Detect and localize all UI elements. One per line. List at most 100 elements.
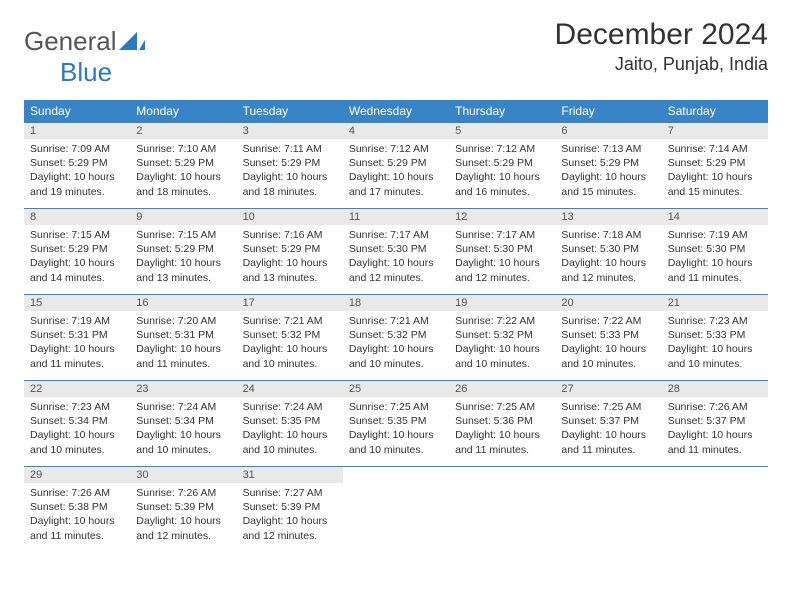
sunset-line: Sunset: 5:30 PM <box>561 242 655 256</box>
calendar-day-cell: 27Sunrise: 7:25 AMSunset: 5:37 PMDayligh… <box>555 381 661 467</box>
calendar-day-cell: 26Sunrise: 7:25 AMSunset: 5:36 PMDayligh… <box>449 381 555 467</box>
day-details: Sunrise: 7:23 AMSunset: 5:33 PMDaylight:… <box>662 311 768 374</box>
sunrise-line: Sunrise: 7:09 AM <box>30 142 124 156</box>
day-number: 5 <box>449 123 555 139</box>
day-number: 4 <box>343 123 449 139</box>
calendar-day-cell <box>662 467 768 553</box>
day-number: 7 <box>662 123 768 139</box>
title-block: December 2024 Jaito, Punjab, India <box>555 18 768 75</box>
calendar-week-row: 22Sunrise: 7:23 AMSunset: 5:34 PMDayligh… <box>24 381 768 467</box>
daylight-line: Daylight: 10 hours and 16 minutes. <box>455 170 549 198</box>
daylight-line: Daylight: 10 hours and 10 minutes. <box>455 342 549 370</box>
day-details: Sunrise: 7:15 AMSunset: 5:29 PMDaylight:… <box>130 225 236 288</box>
sunrise-line: Sunrise: 7:14 AM <box>668 142 762 156</box>
day-number: 15 <box>24 295 130 311</box>
sunrise-line: Sunrise: 7:13 AM <box>561 142 655 156</box>
day-number: 22 <box>24 381 130 397</box>
daylight-line: Daylight: 10 hours and 12 minutes. <box>136 514 230 542</box>
sunrise-line: Sunrise: 7:18 AM <box>561 228 655 242</box>
calendar-day-cell: 11Sunrise: 7:17 AMSunset: 5:30 PMDayligh… <box>343 209 449 295</box>
calendar-day-cell: 30Sunrise: 7:26 AMSunset: 5:39 PMDayligh… <box>130 467 236 553</box>
day-details: Sunrise: 7:25 AMSunset: 5:37 PMDaylight:… <box>555 397 661 460</box>
sunrise-line: Sunrise: 7:19 AM <box>668 228 762 242</box>
day-details: Sunrise: 7:14 AMSunset: 5:29 PMDaylight:… <box>662 139 768 202</box>
calendar-day-cell: 20Sunrise: 7:22 AMSunset: 5:33 PMDayligh… <box>555 295 661 381</box>
daylight-line: Daylight: 10 hours and 13 minutes. <box>243 256 337 284</box>
sunset-line: Sunset: 5:36 PM <box>455 414 549 428</box>
sunrise-line: Sunrise: 7:11 AM <box>243 142 337 156</box>
daylight-line: Daylight: 10 hours and 17 minutes. <box>349 170 443 198</box>
calendar-day-cell: 9Sunrise: 7:15 AMSunset: 5:29 PMDaylight… <box>130 209 236 295</box>
sunset-line: Sunset: 5:38 PM <box>30 500 124 514</box>
calendar-day-cell: 25Sunrise: 7:25 AMSunset: 5:35 PMDayligh… <box>343 381 449 467</box>
day-number: 11 <box>343 209 449 225</box>
weekday-header: Friday <box>555 100 661 123</box>
calendar-day-cell: 10Sunrise: 7:16 AMSunset: 5:29 PMDayligh… <box>237 209 343 295</box>
calendar-day-cell: 16Sunrise: 7:20 AMSunset: 5:31 PMDayligh… <box>130 295 236 381</box>
sunset-line: Sunset: 5:39 PM <box>243 500 337 514</box>
day-number: 20 <box>555 295 661 311</box>
day-number: 9 <box>130 209 236 225</box>
sunset-line: Sunset: 5:29 PM <box>136 242 230 256</box>
day-details: Sunrise: 7:19 AMSunset: 5:31 PMDaylight:… <box>24 311 130 374</box>
sunrise-line: Sunrise: 7:21 AM <box>243 314 337 328</box>
daylight-line: Daylight: 10 hours and 12 minutes. <box>561 256 655 284</box>
day-number: 8 <box>24 209 130 225</box>
sunrise-line: Sunrise: 7:25 AM <box>349 400 443 414</box>
day-number: 24 <box>237 381 343 397</box>
day-details: Sunrise: 7:18 AMSunset: 5:30 PMDaylight:… <box>555 225 661 288</box>
daylight-line: Daylight: 10 hours and 10 minutes. <box>349 342 443 370</box>
calendar-week-row: 29Sunrise: 7:26 AMSunset: 5:38 PMDayligh… <box>24 467 768 553</box>
day-number: 13 <box>555 209 661 225</box>
sunset-line: Sunset: 5:35 PM <box>349 414 443 428</box>
day-number: 6 <box>555 123 661 139</box>
day-number: 18 <box>343 295 449 311</box>
sunrise-line: Sunrise: 7:23 AM <box>668 314 762 328</box>
day-details: Sunrise: 7:26 AMSunset: 5:38 PMDaylight:… <box>24 483 130 546</box>
sunrise-line: Sunrise: 7:25 AM <box>561 400 655 414</box>
day-number: 1 <box>24 123 130 139</box>
sunset-line: Sunset: 5:35 PM <box>243 414 337 428</box>
day-number: 10 <box>237 209 343 225</box>
sunset-line: Sunset: 5:30 PM <box>349 242 443 256</box>
daylight-line: Daylight: 10 hours and 19 minutes. <box>30 170 124 198</box>
sunset-line: Sunset: 5:32 PM <box>349 328 443 342</box>
day-number: 30 <box>130 467 236 483</box>
daylight-line: Daylight: 10 hours and 15 minutes. <box>561 170 655 198</box>
sunset-line: Sunset: 5:34 PM <box>30 414 124 428</box>
sunrise-line: Sunrise: 7:19 AM <box>30 314 124 328</box>
sunset-line: Sunset: 5:29 PM <box>136 156 230 170</box>
sunset-line: Sunset: 5:30 PM <box>668 242 762 256</box>
sunrise-line: Sunrise: 7:16 AM <box>243 228 337 242</box>
daylight-line: Daylight: 10 hours and 10 minutes. <box>243 428 337 456</box>
calendar-day-cell: 28Sunrise: 7:26 AMSunset: 5:37 PMDayligh… <box>662 381 768 467</box>
day-number: 16 <box>130 295 236 311</box>
day-number: 27 <box>555 381 661 397</box>
daylight-line: Daylight: 10 hours and 11 minutes. <box>668 428 762 456</box>
daylight-line: Daylight: 10 hours and 13 minutes. <box>136 256 230 284</box>
calendar-day-cell: 15Sunrise: 7:19 AMSunset: 5:31 PMDayligh… <box>24 295 130 381</box>
sunrise-line: Sunrise: 7:26 AM <box>668 400 762 414</box>
day-details: Sunrise: 7:24 AMSunset: 5:35 PMDaylight:… <box>237 397 343 460</box>
calendar-week-row: 15Sunrise: 7:19 AMSunset: 5:31 PMDayligh… <box>24 295 768 381</box>
weekday-header: Wednesday <box>343 100 449 123</box>
day-details: Sunrise: 7:22 AMSunset: 5:32 PMDaylight:… <box>449 311 555 374</box>
day-details: Sunrise: 7:23 AMSunset: 5:34 PMDaylight:… <box>24 397 130 460</box>
daylight-line: Daylight: 10 hours and 10 minutes. <box>668 342 762 370</box>
daylight-line: Daylight: 10 hours and 10 minutes. <box>30 428 124 456</box>
daylight-line: Daylight: 10 hours and 11 minutes. <box>668 256 762 284</box>
day-details: Sunrise: 7:25 AMSunset: 5:35 PMDaylight:… <box>343 397 449 460</box>
day-details: Sunrise: 7:12 AMSunset: 5:29 PMDaylight:… <box>343 139 449 202</box>
daylight-line: Daylight: 10 hours and 11 minutes. <box>455 428 549 456</box>
calendar-day-cell: 2Sunrise: 7:10 AMSunset: 5:29 PMDaylight… <box>130 123 236 209</box>
day-number: 26 <box>449 381 555 397</box>
logo-text-general: General <box>24 26 117 56</box>
sunset-line: Sunset: 5:29 PM <box>455 156 549 170</box>
calendar-day-cell: 22Sunrise: 7:23 AMSunset: 5:34 PMDayligh… <box>24 381 130 467</box>
day-details: Sunrise: 7:21 AMSunset: 5:32 PMDaylight:… <box>237 311 343 374</box>
location: Jaito, Punjab, India <box>555 54 768 75</box>
day-details: Sunrise: 7:13 AMSunset: 5:29 PMDaylight:… <box>555 139 661 202</box>
daylight-line: Daylight: 10 hours and 11 minutes. <box>30 514 124 542</box>
day-details: Sunrise: 7:26 AMSunset: 5:37 PMDaylight:… <box>662 397 768 460</box>
day-details: Sunrise: 7:17 AMSunset: 5:30 PMDaylight:… <box>449 225 555 288</box>
